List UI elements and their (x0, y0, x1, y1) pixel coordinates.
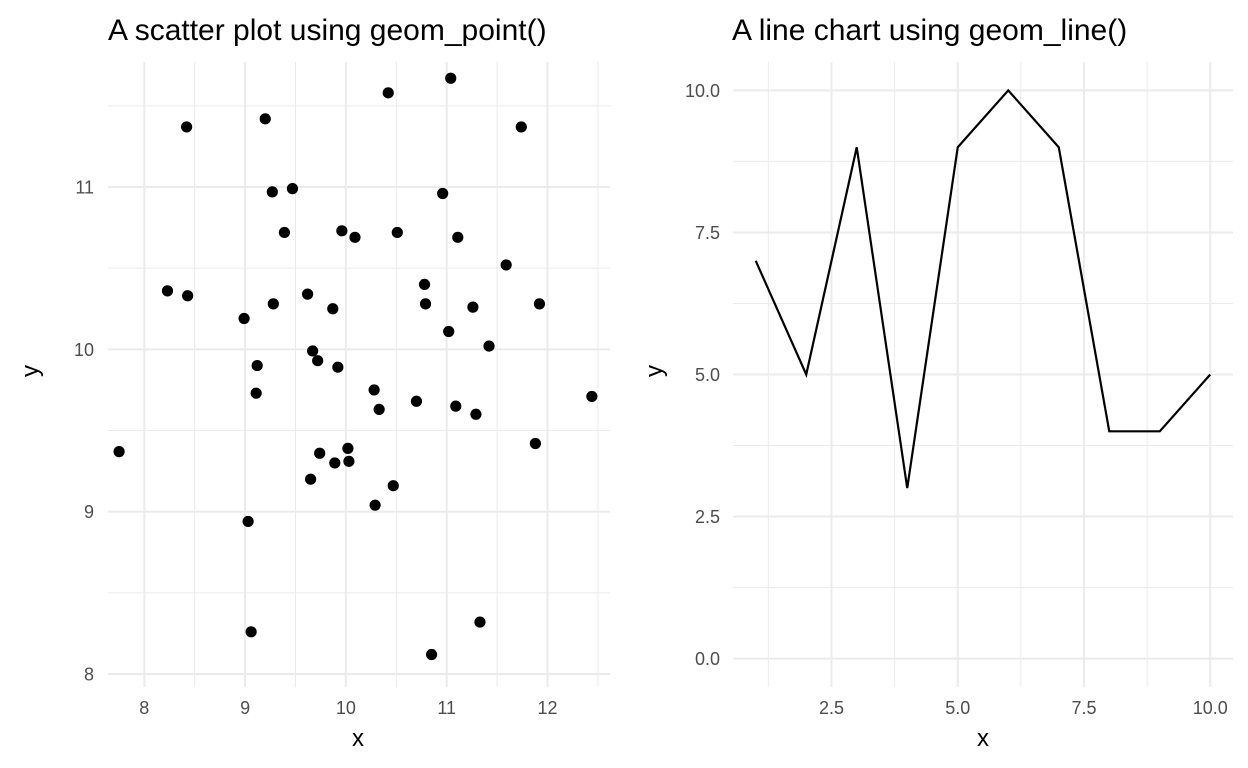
scatter-point (452, 231, 464, 243)
x-tick-label: 5.0 (945, 698, 970, 718)
y-tick-label: 7.5 (695, 223, 720, 243)
y-tick-label: 5.0 (695, 365, 720, 385)
scatter-point (251, 359, 263, 372)
scatter-points (113, 72, 598, 661)
scatter-point (443, 325, 455, 338)
y-tick-label: 9 (84, 502, 94, 522)
scatter-point (410, 395, 423, 407)
scatter-point (419, 298, 432, 310)
scatter-point (470, 408, 482, 420)
scatter-point (259, 113, 271, 125)
y-tick-label: 0.0 (695, 649, 720, 669)
scatter-point (327, 303, 339, 315)
line-y-axis-title: y (641, 365, 668, 377)
line-tick-labels: 2.5 5.0 7.5 10.0 0.0 2.5 5.0 7.5 10.0 (685, 81, 1228, 718)
y-tick-label: 10 (74, 340, 94, 360)
scatter-point (286, 183, 299, 195)
line-x-axis-title: x (977, 725, 989, 752)
line-panel: A line chart using geom_line() 2.5 5.0 7.5… (641, 14, 1233, 752)
scatter-point (342, 442, 354, 454)
y-tick-label: 11 (75, 178, 94, 198)
scatter-point (343, 455, 355, 467)
scatter-point (182, 290, 194, 302)
line-title: A line chart using geom_line() (732, 14, 1127, 47)
scatter-point (305, 473, 317, 485)
scatter-point (500, 259, 512, 271)
scatter-point (373, 403, 385, 416)
scatter-point (586, 390, 598, 403)
scatter-point (307, 345, 319, 357)
scatter-point (387, 480, 399, 492)
scatter-point (266, 186, 278, 198)
scatter-point (336, 225, 348, 237)
x-tick-label: 10.0 (1193, 698, 1228, 718)
x-tick-label: 10 (336, 698, 356, 718)
scatter-point (314, 447, 326, 459)
scatter-point (391, 226, 403, 239)
x-tick-label: 9 (240, 698, 250, 718)
scatter-point (533, 298, 546, 310)
scatter-point (329, 457, 341, 469)
scatter-point (418, 278, 431, 291)
scatter-point (483, 340, 495, 352)
scatter-point (312, 355, 324, 367)
scatter-point (267, 298, 279, 310)
scatter-point (238, 312, 250, 325)
scatter-point (332, 361, 344, 373)
y-tick-label: 8 (84, 665, 94, 685)
scatter-point (450, 400, 462, 412)
line-series-path (754, 88, 1212, 489)
scatter-point (301, 288, 314, 300)
y-tick-label: 10.0 (685, 81, 720, 101)
scatter-y-axis-title: y (17, 365, 44, 377)
scatter-point (181, 121, 193, 133)
scatter-point (382, 87, 394, 99)
scatter-point (245, 626, 257, 638)
scatter-grid (108, 62, 610, 687)
x-tick-label: 12 (537, 698, 557, 718)
scatter-point (529, 437, 542, 450)
scatter-point (467, 301, 479, 313)
scatter-tick-labels: 8 9 10 11 12 8 9 10 11 (74, 178, 558, 719)
y-tick-label: 2.5 (695, 507, 720, 527)
scatter-title: A scatter plot using geom_point() (108, 14, 547, 47)
scatter-x-axis-title: x (352, 725, 364, 752)
line-grid (733, 62, 1233, 687)
line-series (754, 88, 1212, 489)
scatter-panel: A scatter plot using geom_point() 8 9 10 11… (17, 14, 610, 752)
scatter-point (161, 285, 174, 297)
scatter-point (113, 446, 125, 458)
scatter-point (445, 72, 457, 84)
x-tick-label: 11 (437, 698, 456, 718)
scatter-point (278, 226, 291, 239)
scatter-point (242, 515, 254, 528)
x-tick-label: 8 (139, 698, 149, 718)
scatter-point (474, 616, 486, 628)
scatter-point (368, 384, 380, 396)
x-tick-label: 7.5 (1071, 698, 1096, 718)
scatter-point (515, 121, 527, 133)
scatter-point (425, 648, 438, 661)
scatter-point (369, 499, 381, 511)
scatter-point (437, 187, 449, 200)
scatter-point (349, 231, 361, 243)
scatter-point (250, 387, 262, 399)
x-tick-label: 2.5 (819, 698, 844, 718)
